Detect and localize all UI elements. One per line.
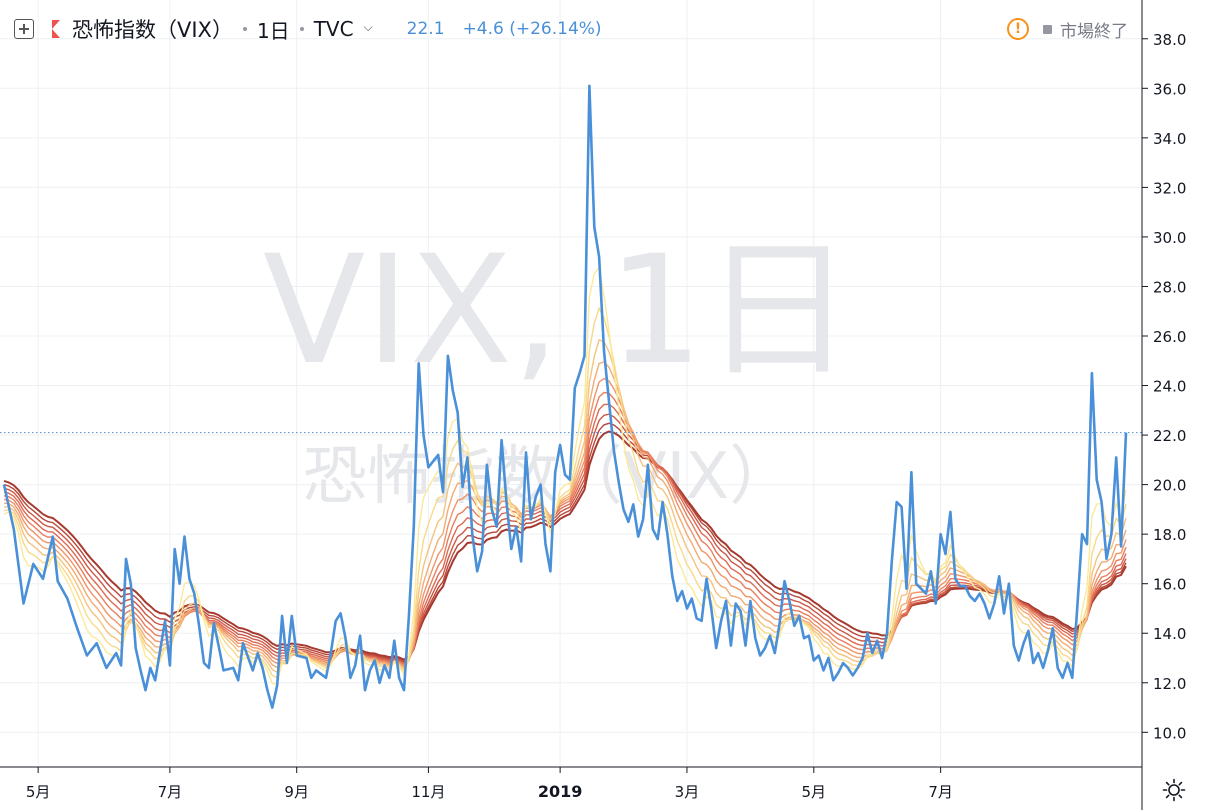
y-tick-label: 24.0 xyxy=(1153,378,1186,396)
ma-line-4 xyxy=(3,361,1127,669)
status-square-icon xyxy=(1043,24,1052,34)
x-tick-label: 7月 xyxy=(928,783,953,801)
plus-box-icon[interactable] xyxy=(14,19,34,39)
y-tick-label: 18.0 xyxy=(1153,526,1186,544)
price-change: +4.6 (+26.14%) xyxy=(462,19,602,39)
chart-header: 恐怖指数（VIX） 1日 TVC ⌵ 22.1 +4.6 (+26.14%) xyxy=(14,14,602,44)
time-axis-background xyxy=(0,767,1206,810)
x-tick-label: 5月 xyxy=(802,783,827,801)
gear-icon[interactable] xyxy=(1162,778,1186,802)
watermark-line1: VIX, 1日 xyxy=(263,224,853,398)
y-tick-label: 28.0 xyxy=(1153,278,1186,296)
separator-dot xyxy=(242,27,247,31)
y-tick-label: 14.0 xyxy=(1153,625,1186,643)
moving-average-ribbon xyxy=(3,266,1127,685)
flag-icon[interactable] xyxy=(52,20,60,38)
chevron-down-icon[interactable]: ⌵ xyxy=(363,19,373,34)
y-tick-label: 20.0 xyxy=(1153,477,1186,495)
ma-line-5 xyxy=(3,377,1127,667)
y-tick-label: 12.0 xyxy=(1153,675,1186,693)
y-tick-label: 34.0 xyxy=(1153,130,1186,148)
price-series xyxy=(2,84,1128,709)
watermark: VIX, 1日 恐怖指数（VIX） xyxy=(263,224,853,514)
exchange-label[interactable]: TVC xyxy=(313,17,354,41)
ma-line-9 xyxy=(3,422,1127,662)
market-status-label: 市場終了 xyxy=(1060,21,1128,42)
x-tick-label: 5月 xyxy=(26,783,51,801)
market-status: ! 市場終了 xyxy=(1007,14,1128,44)
x-tick-label: 3月 xyxy=(675,783,700,801)
x-tick-label: 2019 xyxy=(538,782,583,801)
y-tick-label: 16.0 xyxy=(1153,576,1186,594)
y-tick-label: 10.0 xyxy=(1153,724,1186,742)
warning-icon[interactable]: ! xyxy=(1007,18,1029,40)
y-tick-label: 38.0 xyxy=(1153,31,1186,49)
separator-dot xyxy=(299,27,304,31)
y-tick-label: 26.0 xyxy=(1153,328,1186,346)
y-tick-label: 32.0 xyxy=(1153,179,1186,197)
y-tick-label: 30.0 xyxy=(1153,229,1186,247)
x-tick-label: 7月 xyxy=(158,783,183,801)
price-axis-background xyxy=(1142,0,1206,810)
vix-price-line xyxy=(2,84,1128,709)
y-tick-label: 22.0 xyxy=(1153,427,1186,445)
symbol-label[interactable]: 恐怖指数（VIX） xyxy=(72,18,233,42)
x-tick-label: 11月 xyxy=(411,783,445,801)
last-price: 22.1 xyxy=(406,19,445,39)
watermark-line2: 恐怖指数（VIX） xyxy=(303,440,794,514)
y-tick-label: 36.0 xyxy=(1153,80,1186,98)
x-tick-label: 9月 xyxy=(284,783,309,801)
interval-label[interactable]: 1日 xyxy=(256,18,290,43)
ma-line-3 xyxy=(4,338,1127,674)
